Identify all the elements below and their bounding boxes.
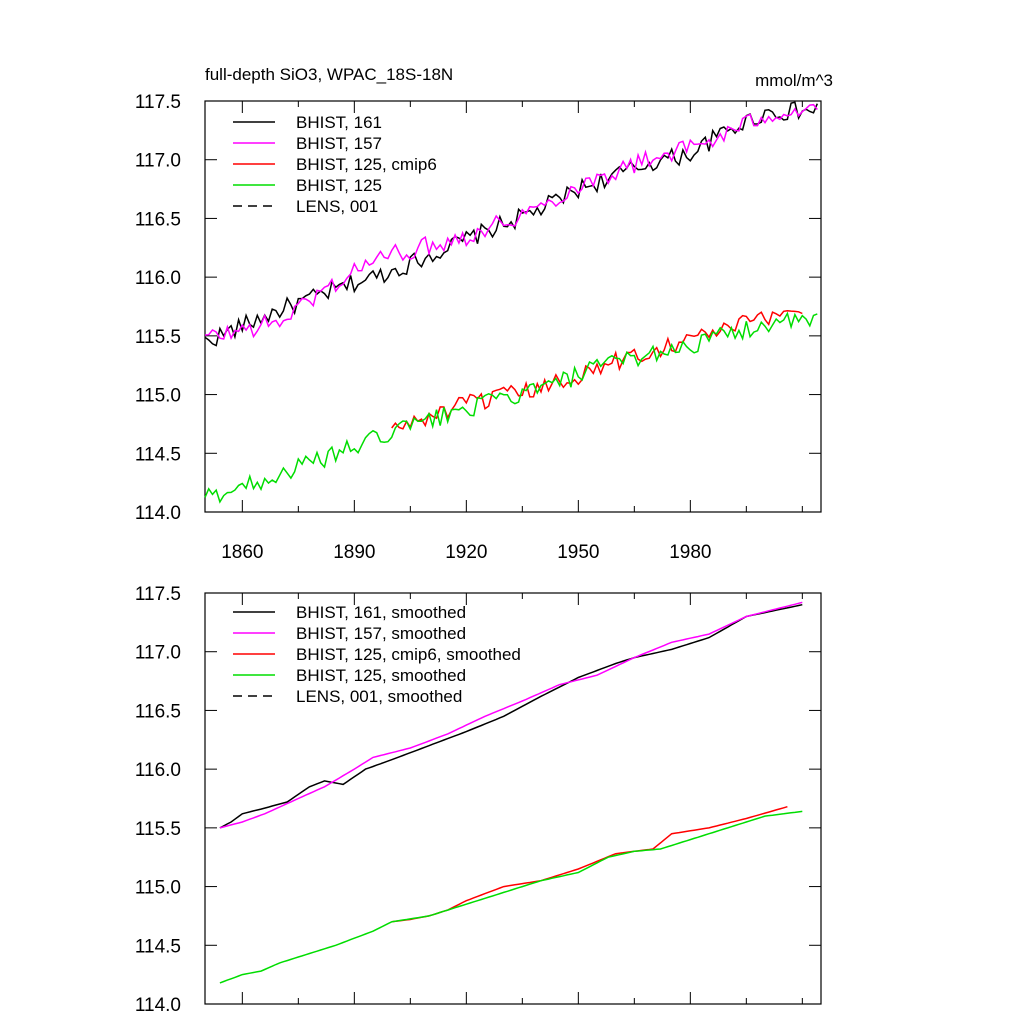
y-tick-label: 117.5 [135, 584, 181, 605]
y-tick-label: 114.0 [135, 503, 181, 524]
y-tick-label: 116.0 [135, 760, 181, 781]
x-tick-label: 1860 [221, 542, 263, 563]
y-tick-label: 116.0 [135, 268, 181, 289]
series-line [219, 601, 803, 829]
series-line [219, 810, 803, 984]
y-tick-label: 116.5 [135, 209, 181, 230]
x-tick-label: 1950 [557, 542, 599, 563]
legend-label: BHIST, 125, smoothed [296, 666, 466, 685]
y-tick-label: 115.5 [135, 819, 181, 840]
series-line [219, 603, 803, 829]
series-line [204, 101, 818, 347]
legend-label: LENS, 001, smoothed [296, 687, 462, 706]
y-tick-label: 116.5 [135, 701, 181, 722]
plot-frame [204, 100, 822, 513]
panel-top-title: full-depth SiO3, WPAC_18S-18N [205, 65, 453, 84]
y-tick-label: 117.5 [135, 92, 181, 113]
x-tick-label: 1920 [445, 542, 487, 563]
legend-label: BHIST, 125 [296, 176, 382, 195]
panel-top: full-depth SiO3, WPAC_18S-18N mmol/m^3 1… [135, 65, 833, 563]
x-tick-label: 1980 [669, 542, 711, 563]
y-tick-label: 114.5 [135, 444, 181, 465]
legend-label: LENS, 001 [296, 197, 378, 216]
y-tick-label: 117.0 [135, 151, 181, 172]
panel-top-units: mmol/m^3 [755, 71, 833, 90]
plot-frame [204, 592, 822, 1005]
series-line [391, 309, 803, 430]
series-line [204, 311, 818, 504]
legend-label: BHIST, 125, cmip6 [296, 155, 437, 174]
y-tick-label: 115.0 [135, 386, 181, 407]
series-line [204, 103, 818, 341]
x-tick-label: 1890 [333, 542, 375, 563]
y-tick-label: 115.5 [135, 327, 181, 348]
y-tick-label: 117.0 [135, 643, 181, 664]
legend-label: BHIST, 157 [296, 134, 382, 153]
series-line [391, 805, 788, 923]
legend-label: BHIST, 157, smoothed [296, 624, 466, 643]
legend-label: BHIST, 161, smoothed [296, 603, 466, 622]
y-tick-label: 114.5 [135, 936, 181, 957]
y-tick-label: 115.0 [135, 878, 181, 899]
legend-label: BHIST, 125, cmip6, smoothed [296, 645, 521, 664]
legend-label: BHIST, 161 [296, 113, 382, 132]
y-tick-label: 114.0 [135, 995, 181, 1016]
panel-bottom: 114.0 114.5 115.0 115.5 116.0 116.5 117.0 117.5… [135, 584, 822, 1016]
